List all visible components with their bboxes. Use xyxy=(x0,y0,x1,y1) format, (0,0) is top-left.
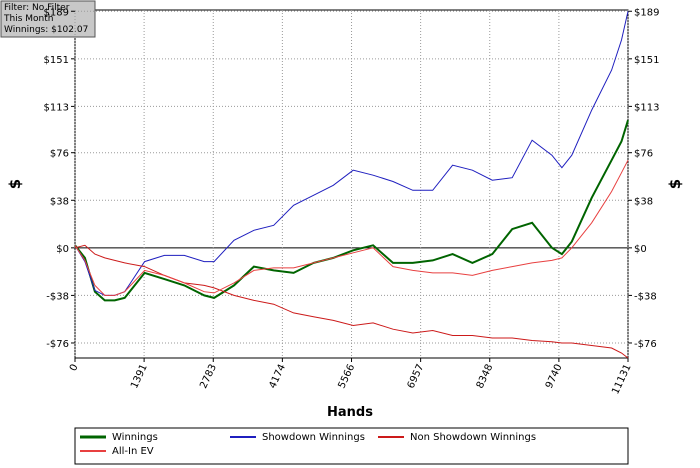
y2-tick-label: $189 xyxy=(634,7,659,18)
legend-label: All-In EV xyxy=(112,446,154,457)
x-tick-label: 8348 xyxy=(475,363,496,391)
legend xyxy=(74,427,629,465)
y-tick-label: $151 xyxy=(44,55,69,66)
legend-label: Non Showdown Winnings xyxy=(410,432,536,443)
y2-tick-label: $76 xyxy=(634,149,653,160)
series-line xyxy=(74,244,629,359)
y2-axis-label: $ xyxy=(666,179,684,189)
x-tick-label: 0 xyxy=(68,363,81,373)
x-tick-label: 2783 xyxy=(198,363,219,391)
y-tick-label: $189 xyxy=(44,7,69,18)
y-tick-label: $76 xyxy=(50,149,69,160)
filter-box: Filter: No Filter This Month Winnings: $… xyxy=(0,0,96,38)
y-tick-label: -$76 xyxy=(46,339,69,350)
x-tick-label: 9740 xyxy=(544,363,565,391)
y-tick-label: -$38 xyxy=(46,291,69,302)
x-tick-label: 5566 xyxy=(337,363,358,391)
y2-tick-label: $113 xyxy=(634,102,659,113)
series-line xyxy=(74,159,629,296)
filter-text: This Month xyxy=(3,14,53,24)
x-tick-label: 6957 xyxy=(406,363,427,391)
y-tick-label: $113 xyxy=(44,102,69,113)
y2-tick-label: $151 xyxy=(634,55,659,66)
y2-tick-label: $38 xyxy=(634,196,653,207)
y-axis-label: $ xyxy=(6,179,24,189)
filter-text: Winnings: $102.07 xyxy=(4,25,88,35)
y-tick-label: $0 xyxy=(56,244,69,255)
series-line xyxy=(74,119,629,302)
y2-tick-label: -$38 xyxy=(634,291,657,302)
legend-label: Showdown Winnings xyxy=(262,432,365,443)
x-tick-label: 4174 xyxy=(267,363,288,391)
y2-tick-label: -$76 xyxy=(634,339,657,350)
x-tick-label: 11131 xyxy=(610,363,633,396)
filter-box-bg xyxy=(0,0,96,38)
y-tick-label: $38 xyxy=(50,196,69,207)
filter-text: Filter: No Filter xyxy=(4,3,70,13)
series-line xyxy=(74,11,629,296)
legend-label: Winnings xyxy=(112,432,158,443)
x-tick-label: 1391 xyxy=(129,363,150,391)
y2-tick-label: $0 xyxy=(634,244,647,255)
x-axis-label: Hands xyxy=(327,405,373,420)
